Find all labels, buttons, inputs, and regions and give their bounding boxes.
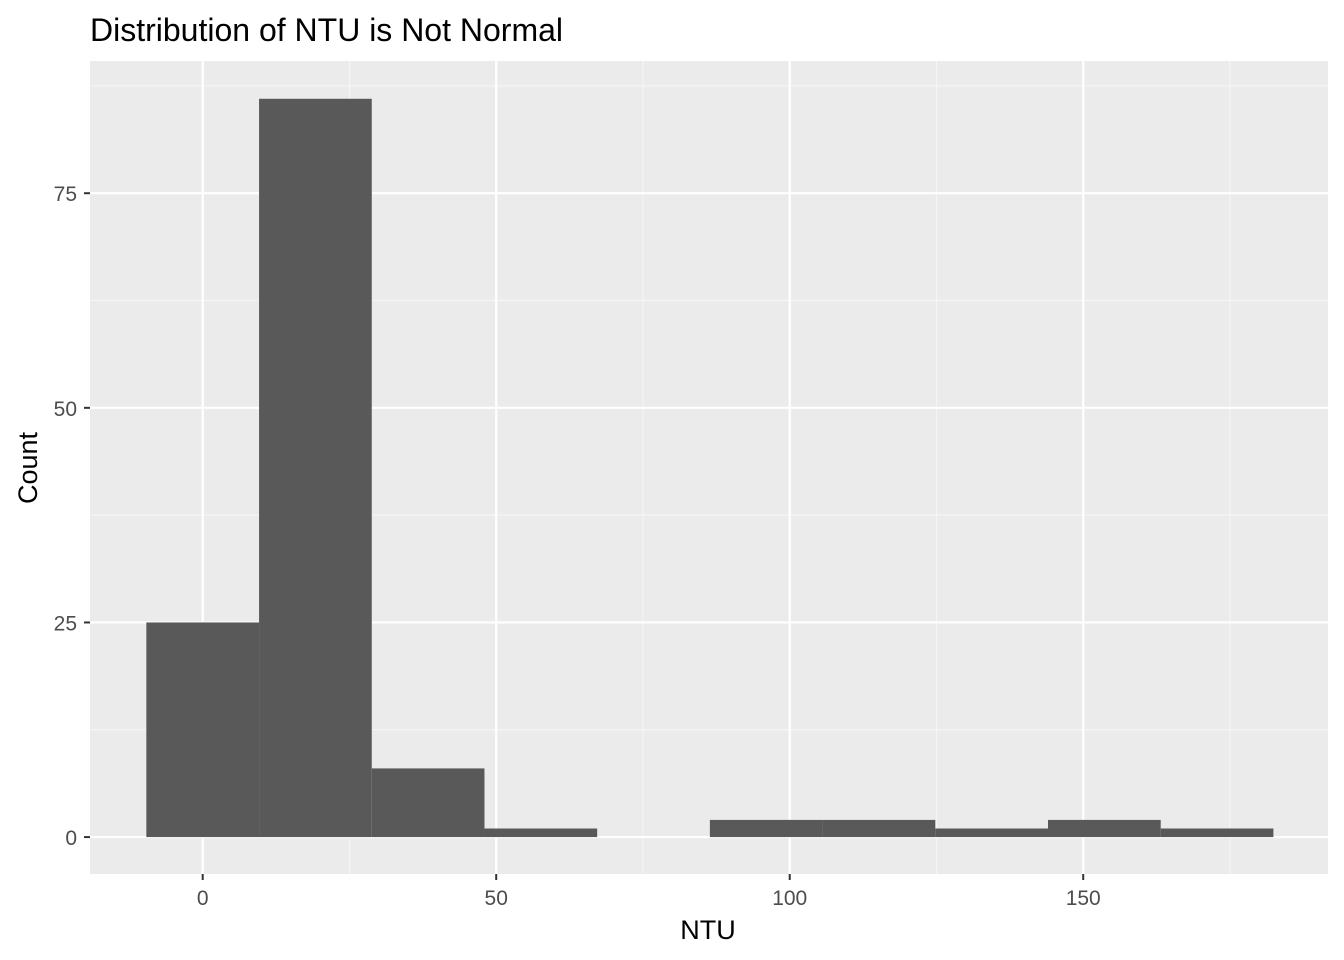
histogram-bar-0 <box>146 622 260 838</box>
histogram-bar-7 <box>935 828 1048 838</box>
histogram-bar-2 <box>371 768 485 838</box>
x-tick-label: 50 <box>485 887 508 910</box>
x-axis-title: NTU <box>680 915 736 945</box>
histogram-bar-5 <box>709 819 823 838</box>
y-axis: 0 25 50 75 <box>54 183 90 850</box>
y-tick-label: 25 <box>54 612 77 635</box>
x-tick-label: 150 <box>1066 887 1101 910</box>
x-tick-label: 100 <box>772 887 807 910</box>
y-tick-label: 0 <box>65 827 77 850</box>
chart-title: Distribution of NTU is Not Normal <box>90 12 563 48</box>
x-axis: 0 50 100 150 <box>197 874 1101 910</box>
y-axis-title: Count <box>13 431 43 504</box>
y-tick-label: 75 <box>54 183 77 206</box>
histogram-bars <box>146 98 1274 838</box>
x-tick-label: 0 <box>197 887 209 910</box>
histogram-bar-9 <box>1160 828 1274 838</box>
histogram-bar-6 <box>822 819 936 838</box>
histogram-bar-3 <box>484 828 598 838</box>
histogram-bar-1 <box>259 98 372 838</box>
histogram-bar-8 <box>1047 819 1161 838</box>
y-tick-label: 50 <box>54 398 77 421</box>
